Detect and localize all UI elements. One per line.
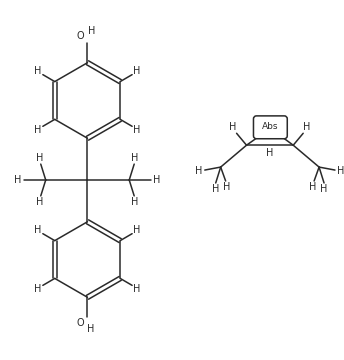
Text: O: O (77, 318, 84, 328)
Text: H: H (266, 148, 273, 158)
Text: H: H (131, 153, 139, 163)
Text: O: O (77, 31, 84, 41)
Text: H: H (337, 166, 344, 176)
Text: H: H (36, 197, 43, 207)
Text: H: H (195, 166, 203, 176)
Text: H: H (133, 66, 141, 76)
Text: H: H (87, 324, 94, 334)
Text: H: H (229, 122, 236, 132)
Text: H: H (223, 182, 230, 192)
Text: H: H (34, 66, 42, 76)
Text: H: H (320, 184, 328, 194)
Text: H: H (310, 182, 317, 192)
Text: H: H (36, 153, 43, 163)
Text: H: H (88, 26, 95, 36)
Text: H: H (34, 225, 42, 235)
Text: H: H (34, 284, 42, 294)
Text: H: H (34, 125, 42, 135)
Text: H: H (133, 125, 141, 135)
FancyBboxPatch shape (254, 116, 287, 139)
Text: H: H (133, 225, 141, 235)
Text: H: H (131, 197, 139, 207)
Text: H: H (303, 122, 311, 132)
Text: Abs: Abs (262, 122, 279, 131)
Text: H: H (14, 175, 22, 185)
Text: H: H (133, 284, 141, 294)
Text: H: H (212, 184, 219, 194)
Text: H: H (153, 175, 161, 185)
